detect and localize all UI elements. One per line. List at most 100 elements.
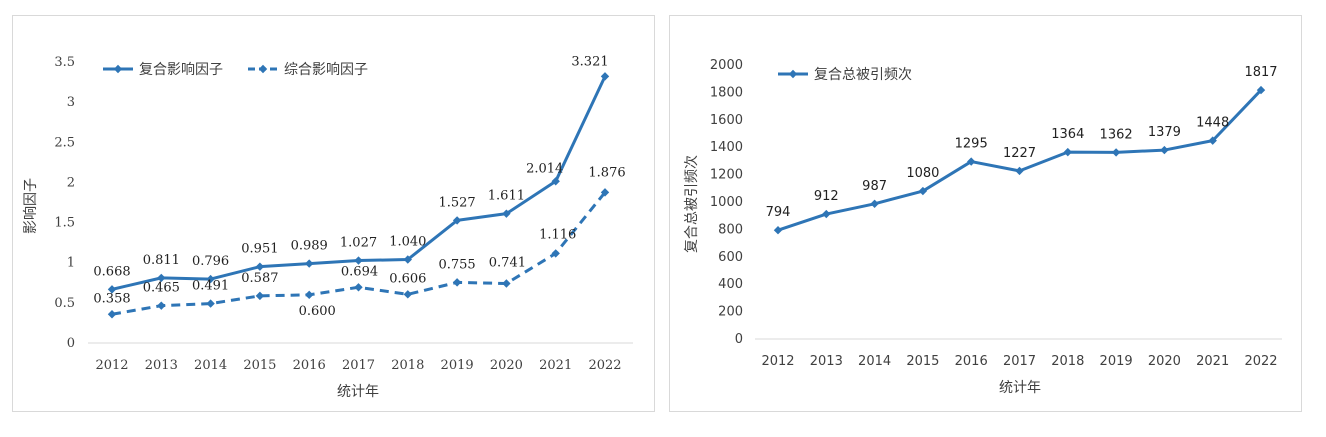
data-label: 0.465 [143,281,180,296]
data-label: 1379 [1148,125,1181,140]
data-point-marker [452,278,462,287]
x-tick-label: 2022 [1244,354,1277,369]
data-point-marker [354,256,363,265]
total-citations-chart: 0 200 400 600 800 1000 1200 1400 1600 1800 2000 201… [683,58,1282,396]
y-tick-label: 600 [718,250,743,265]
x-tick-label: 2019 [441,358,474,373]
data-label: 1817 [1244,65,1277,80]
legend-marker [113,64,123,74]
data-point-marker [502,279,511,288]
data-point-marker [502,209,511,218]
data-label: 0.951 [241,242,278,257]
legend-entry: 复合影响因子 [139,61,223,78]
data-point-marker [403,255,412,264]
data-label: 1080 [906,166,939,181]
chart-panel-impact-factor: 0 0.5 1 1.5 2 2.5 3 3.5 2012 2013 2014 2015 2016 2017… [12,15,655,412]
impact-factor-chart: 0 0.5 1 1.5 2 2.5 3 3.5 2012 2013 2014 2015 2016 2017… [23,54,633,400]
x-tick-label: 2015 [906,354,939,369]
x-tick-label: 2013 [810,354,843,369]
chart-panel-total-citations: 0 200 400 600 800 1000 1200 1400 1600 1800 2000 201… [669,15,1302,412]
y-tick-label: 1200 [710,168,743,183]
y-axis-title: 复合总被引频次 [683,155,700,253]
y-tick-label: 3 [67,95,75,110]
x-axis-title: 统计年 [337,384,379,400]
x-tick-label: 2019 [1100,354,1133,369]
y-tick-label: 2.5 [54,135,75,150]
data-label: 1364 [1051,127,1084,142]
data-label: 1295 [955,137,988,152]
data-point-marker [551,249,560,258]
data-label: 1448 [1196,116,1229,131]
y-tick-label: 1.5 [54,216,75,231]
data-point-marker [1111,148,1121,157]
data-point-marker [255,262,265,271]
legend-entry: 复合总被引频次 [814,66,912,83]
x-tick-label: 2016 [293,358,326,373]
x-tick-label: 2015 [243,358,276,373]
data-label: 0.587 [241,271,278,286]
series-line [111,191,607,316]
data-point-marker [870,199,879,208]
data-point-marker [1256,85,1266,95]
y-tick-label: 0 [67,336,75,351]
data-point-marker [452,216,462,225]
data-label: 0.358 [93,291,130,306]
legend-marker [258,64,268,74]
y-tick-label: 3.5 [54,55,75,70]
data-point-marker [600,188,610,197]
data-point-marker [600,72,610,81]
data-point-marker [1063,147,1072,157]
x-tick-label: 2014 [858,354,891,369]
data-point-marker [822,209,831,219]
y-tick-label: 400 [718,277,743,292]
data-label: 1362 [1100,127,1133,142]
y-tick-label: 0 [735,332,743,347]
data-point-marker [157,301,166,310]
data-label: 0.796 [192,254,229,269]
legend-marker [788,69,798,79]
x-axis-title: 统计年 [999,380,1041,396]
data-label: 0.606 [389,271,426,286]
data-point-marker [305,259,314,268]
x-tick-label: 2021 [539,358,572,373]
data-point-marker [403,290,412,299]
x-tick-label: 2012 [95,358,128,373]
data-point-marker [107,285,117,294]
x-tick-label: 2013 [145,358,178,373]
x-tick-label: 2017 [342,358,375,373]
data-point-marker [157,273,166,283]
data-point-marker [773,226,783,235]
y-tick-label: 800 [718,222,743,237]
y-tick-label: 2 [67,175,75,190]
data-label: 987 [862,179,887,194]
y-axis-title: 影响因子 [23,178,39,234]
x-tick-label: 2017 [1003,354,1036,369]
data-label: 1.876 [588,165,625,180]
y-tick-label: 1800 [710,85,743,100]
x-tick-label: 2021 [1196,354,1229,369]
data-label: 0.989 [291,239,328,254]
x-tick-label: 2014 [194,358,227,373]
data-label: 0.491 [192,279,229,294]
y-tick-label: 2000 [710,58,743,73]
x-tick-label: 2020 [490,358,523,373]
data-point-marker [354,283,363,292]
y-tick-label: 0.5 [54,296,75,311]
legend-entry: 综合影响因子 [284,62,368,78]
data-point-marker [1208,136,1217,145]
x-tick-label: 2018 [1051,354,1084,369]
data-label: 1.611 [488,189,525,204]
data-point-marker [1015,166,1024,176]
data-label: 0.811 [143,253,180,268]
y-tick-label: 1000 [710,195,743,210]
data-label: 2.014 [526,161,563,176]
x-tick-label: 2016 [955,354,988,369]
data-point-marker [107,310,117,319]
y-tick-label: 1 [67,256,75,271]
data-label: 1.527 [438,195,475,210]
data-point-marker [305,290,314,300]
data-label: 912 [814,189,839,204]
data-point-marker [1160,145,1169,155]
data-label: 0.694 [341,264,378,279]
x-tick-label: 2022 [588,358,621,373]
